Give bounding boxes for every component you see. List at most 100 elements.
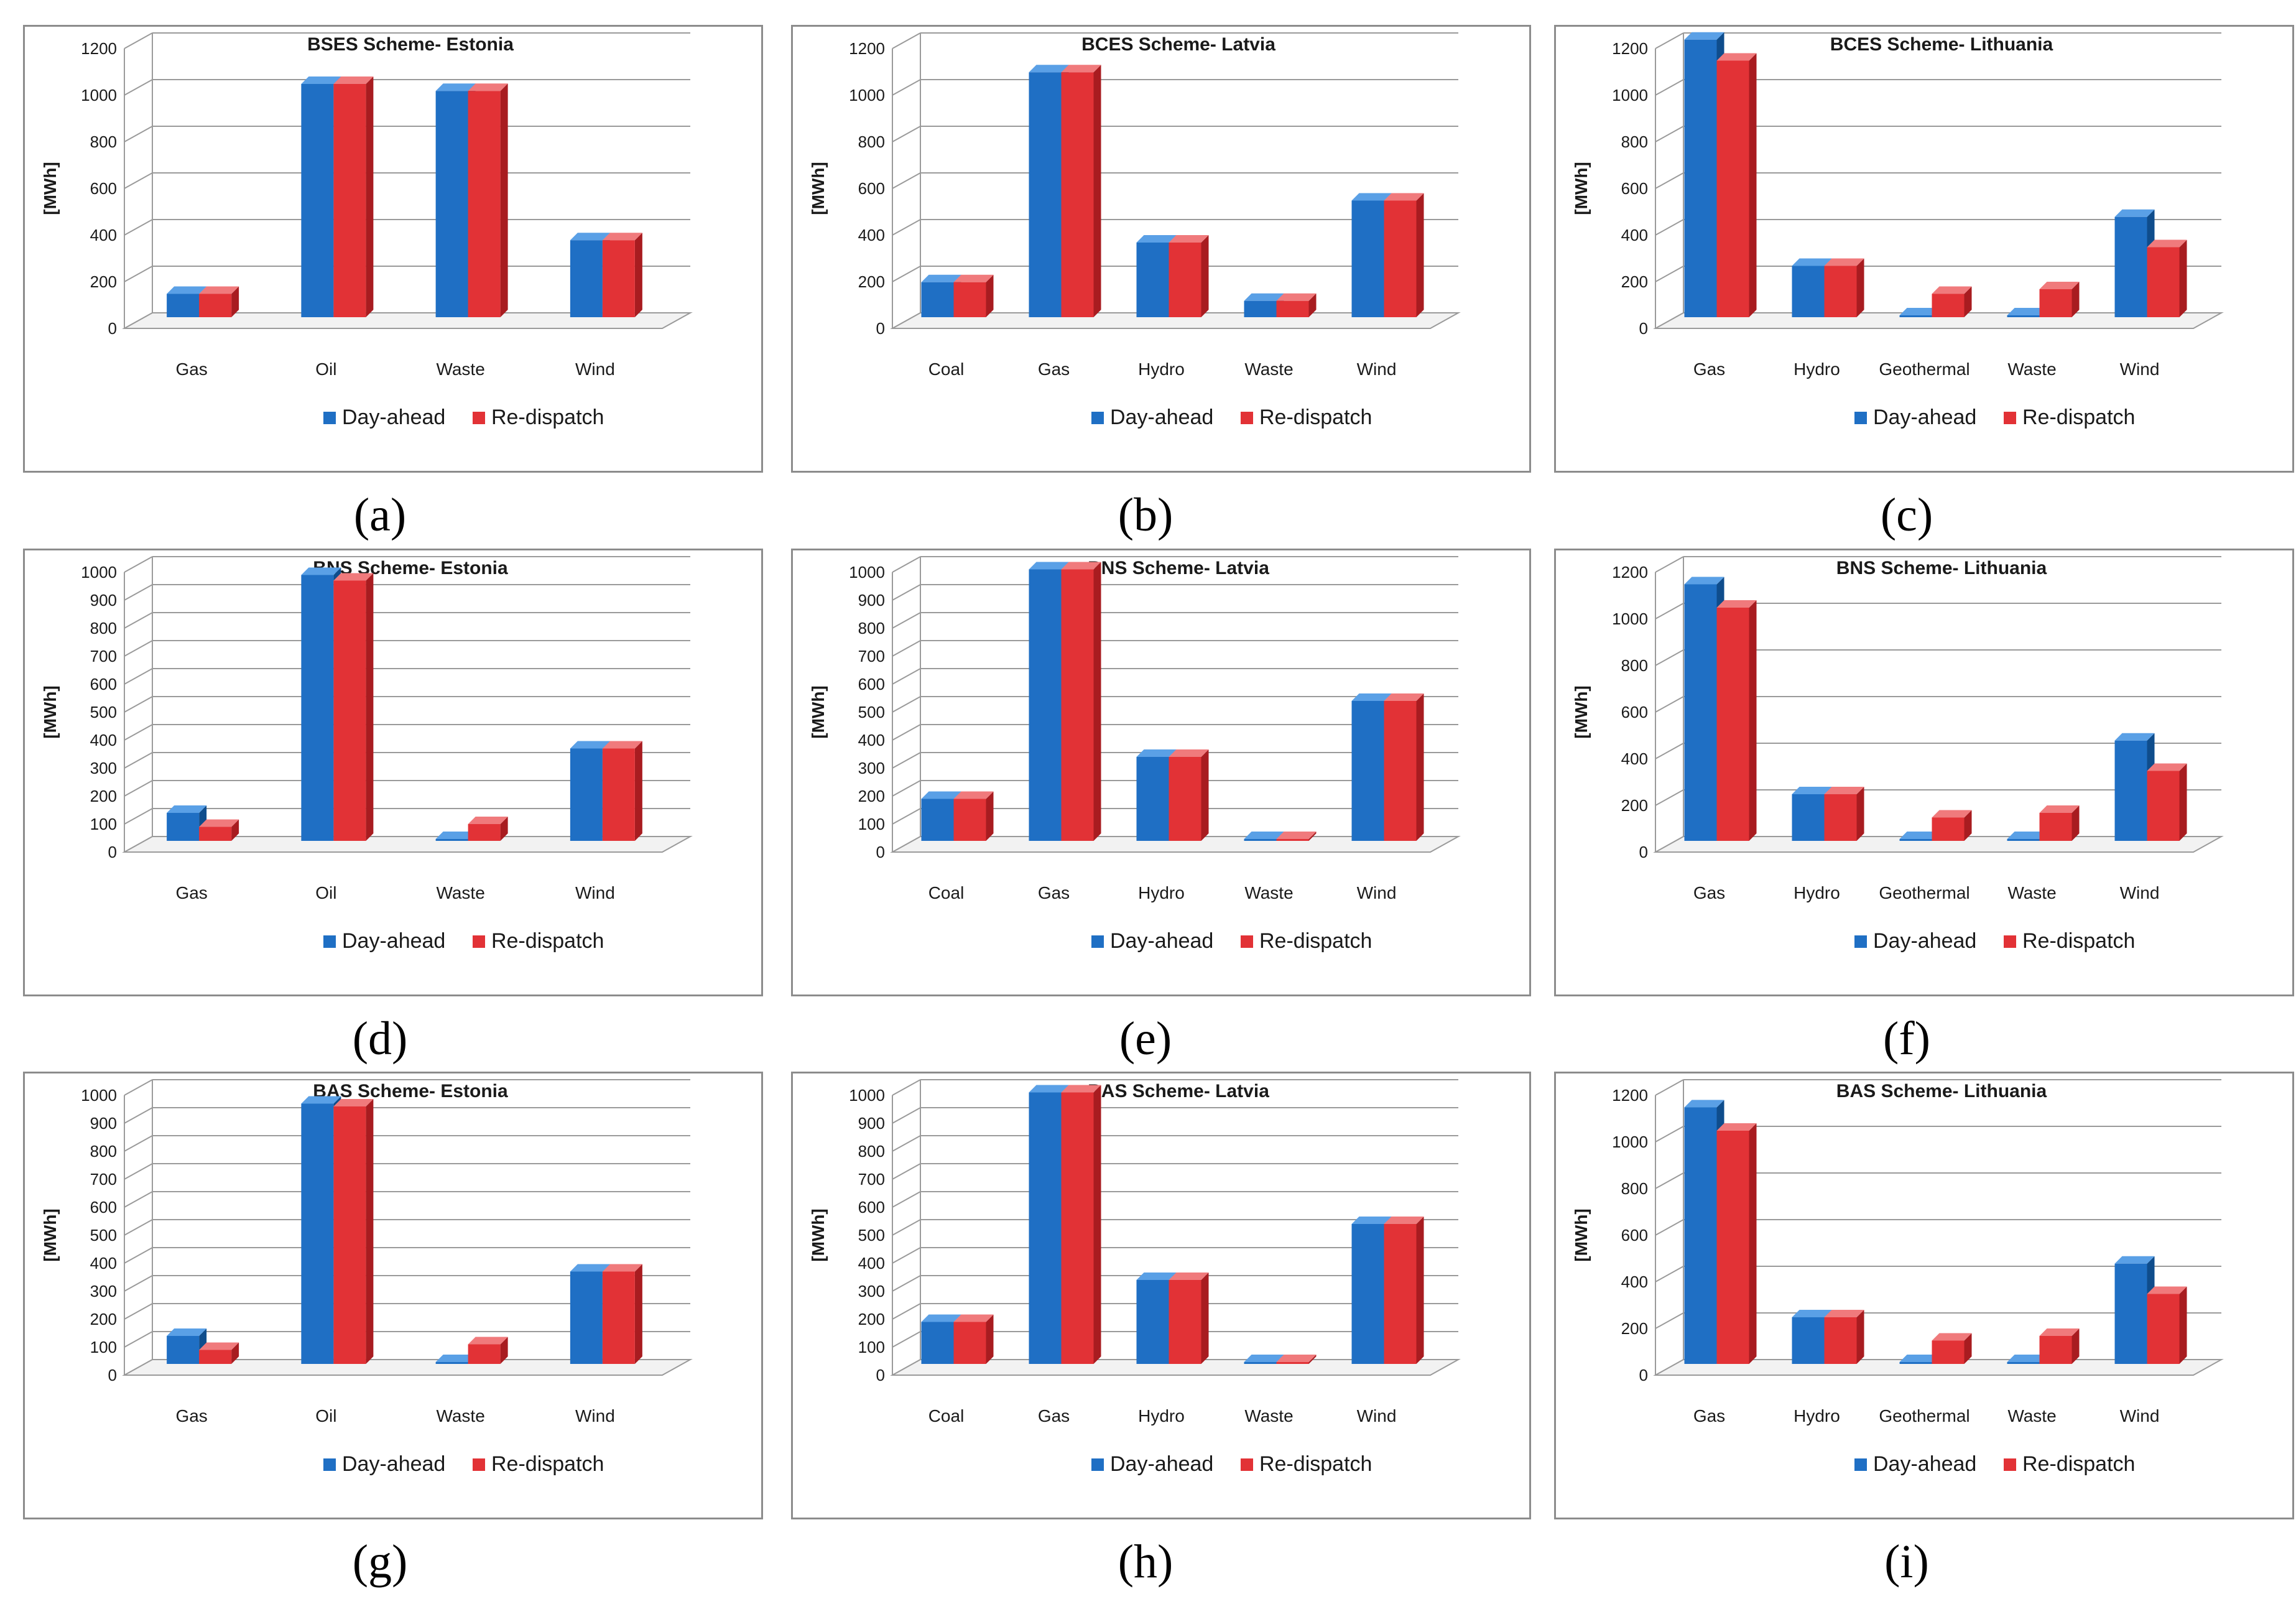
bar-side-face	[1308, 832, 1317, 841]
bar-top-face	[921, 791, 961, 799]
y-tick-label: 600	[90, 675, 117, 693]
x-tick-label: Wind	[575, 883, 615, 902]
gridline-depth	[892, 79, 921, 96]
gridline-depth	[124, 696, 153, 713]
gridline-depth	[124, 1219, 153, 1236]
y-tick-label: 600	[90, 1198, 117, 1217]
gridline-depth	[124, 668, 153, 685]
bar-side-face	[986, 791, 994, 841]
bar-top-face	[1384, 693, 1424, 701]
gridline-depth	[892, 1191, 921, 1208]
re-dispatch-bar-hydro	[1824, 1310, 1864, 1364]
gridline-depth	[1655, 603, 1684, 619]
chart-panel-h: BAS Scheme- Latvia 0 100 200 300 400 500 600 700…	[791, 1072, 1531, 1519]
re-dispatch-bar-coal	[953, 791, 994, 841]
bar-top-face	[1061, 1085, 1101, 1093]
bar-top-face	[1136, 235, 1177, 243]
legend: Day-ahead Re-dispatch	[1854, 929, 2135, 953]
y-tick-label: 100	[90, 1338, 117, 1356]
bar-top-face	[1169, 1273, 1209, 1280]
bar-top-face	[1716, 53, 1757, 61]
bar-top-face	[1276, 832, 1317, 839]
bar-top-face	[1244, 1355, 1284, 1362]
re-dispatch-bar-gas	[1061, 65, 1101, 317]
bar-front-face	[1169, 1280, 1201, 1364]
y-tick-label: 200	[90, 787, 117, 805]
y-tick-label: 800	[1621, 1179, 1648, 1198]
bar-side-face	[634, 1264, 642, 1364]
chart-panel-d: BNS Scheme- Estonia 0 100 200 300 400 500 600 70…	[23, 549, 763, 996]
bar-front-face	[1899, 1362, 1932, 1364]
re-dispatch-bar-coal	[953, 274, 994, 317]
bar-top-face	[301, 567, 341, 575]
bar-side-face	[634, 233, 642, 317]
x-tick-label: Oil	[315, 359, 336, 379]
y-tick-label: 900	[858, 1114, 885, 1133]
y-tick-label: 1000	[1612, 86, 1648, 104]
bar-top-face	[1899, 308, 1940, 315]
bar-front-face	[1351, 1224, 1384, 1364]
bar-front-face	[435, 839, 468, 841]
y-tick-label: 0	[1639, 319, 1648, 338]
gridline-depth	[892, 1135, 921, 1152]
bar-front-face	[1716, 1131, 1749, 1364]
chart-svg: BCES Scheme- Latvia 0 200 400 600 800 1000 1200…	[808, 32, 1461, 429]
re-dispatch-bar-waste	[468, 817, 508, 841]
bar-side-face	[1749, 600, 1757, 841]
y-axis-label: [MWh]	[808, 1208, 828, 1262]
y-tick-label: 800	[858, 132, 885, 151]
bar-front-face	[333, 1106, 366, 1364]
chart-panel-g: BAS Scheme- Estonia 0 100 200 300 400 500 600 70…	[23, 1072, 763, 1519]
bar-top-face	[1792, 1310, 1832, 1317]
gridline-depth	[124, 808, 153, 825]
x-tick-label: Waste	[436, 359, 484, 379]
chart-svg: BAS Scheme- Latvia 0 100 200 300 400 500 600 700…	[808, 1079, 1461, 1476]
y-tick-label: 400	[90, 226, 117, 244]
re-dispatch-bar-gas	[1716, 600, 1757, 841]
y-tick-label: 1000	[849, 1086, 885, 1105]
bar-top-face	[1684, 577, 1724, 585]
bar-front-face	[1169, 243, 1201, 317]
bar-top-face	[602, 233, 642, 241]
bar-front-face	[953, 799, 986, 841]
bar-side-face	[1964, 1333, 1972, 1364]
x-tick-label: Hydro	[1794, 883, 1840, 902]
bar-front-face	[1136, 757, 1169, 841]
bar-side-face	[2071, 1328, 2080, 1364]
bar-top-face	[1899, 1355, 1940, 1362]
x-tick-label: Gas	[175, 359, 207, 379]
re-dispatch-legend-label: Re-dispatch	[1259, 929, 1372, 953]
gridline-depth	[892, 668, 921, 685]
y-tick-label: 500	[90, 1226, 117, 1245]
y-tick-label: 200	[1621, 1319, 1648, 1338]
re-dispatch-bar-waste	[2039, 805, 2080, 841]
bar-front-face	[2147, 247, 2180, 317]
gridline-depth	[124, 752, 153, 769]
bar-top-face	[1792, 258, 1832, 266]
bar-front-face	[167, 813, 200, 841]
y-tick-label: 0	[1639, 843, 1648, 861]
bar-front-face	[1029, 1092, 1062, 1364]
gridline-depth	[892, 1107, 921, 1124]
bar-front-face	[333, 84, 366, 317]
bar-top-face	[435, 83, 476, 91]
bar-side-face	[1856, 787, 1864, 841]
bar-side-face	[1416, 1217, 1424, 1364]
bar-side-face	[231, 1342, 239, 1364]
x-tick-label: Waste	[2007, 1406, 2056, 1426]
x-tick-label: Hydro	[1794, 359, 1840, 379]
re-dispatch-bar-wind	[602, 1264, 642, 1364]
x-tick-label: Gas	[1693, 883, 1725, 902]
plot-floor	[122, 312, 693, 329]
bar-front-face	[602, 1271, 635, 1364]
bar-top-face	[1136, 1273, 1177, 1280]
y-axis-label: [MWh]	[1572, 685, 1591, 739]
bar-top-face	[435, 1355, 476, 1362]
bar-front-face	[2007, 839, 2040, 841]
subfigure-label-f: (f)	[1883, 1013, 1930, 1065]
gridline-depth	[892, 219, 921, 236]
re-dispatch-legend-swatch	[2004, 1458, 2016, 1471]
bar-front-face	[1384, 1224, 1417, 1364]
y-tick-label: 200	[90, 1310, 117, 1328]
bar-front-face	[199, 827, 232, 841]
